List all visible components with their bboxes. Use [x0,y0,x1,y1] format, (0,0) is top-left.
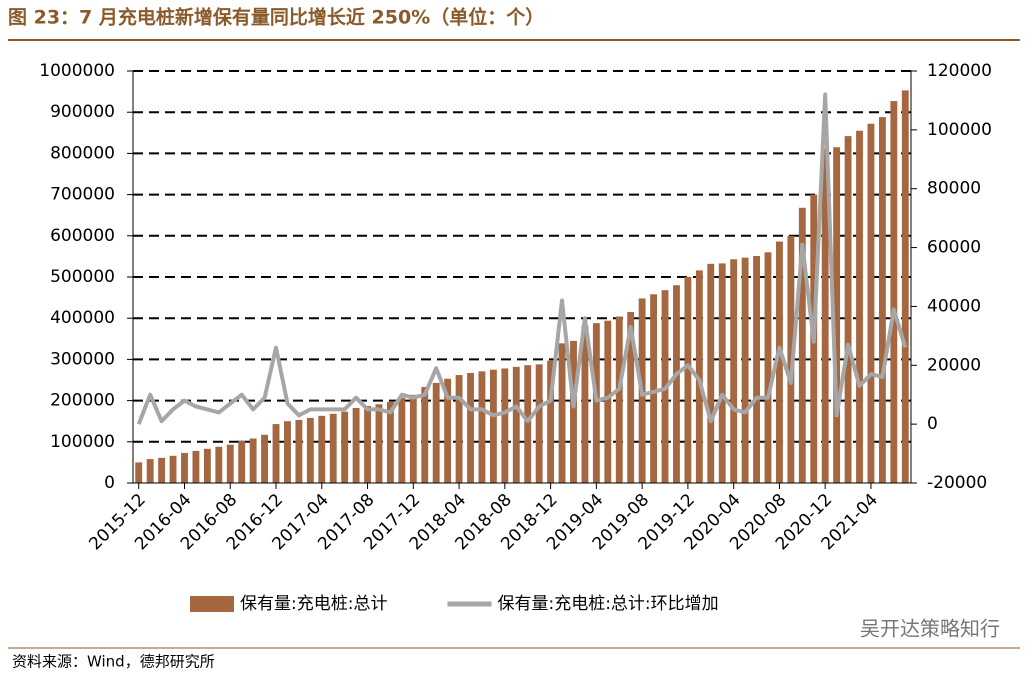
y-tick-label: 200000 [50,391,115,411]
bar [558,343,566,483]
bar [432,382,440,483]
bar [592,323,600,483]
source: 资料来源：Wind，德邦研究所 [12,653,215,671]
bar [444,378,452,483]
bar [524,365,532,483]
line [136,92,908,425]
bar [318,415,326,483]
bar [798,207,806,483]
bar [570,340,577,483]
bar [238,440,246,483]
bar [741,257,749,483]
bar [478,371,486,483]
bar [295,419,303,483]
bar [615,316,623,483]
y2-tick-label: 80000 [927,179,981,199]
bar [284,421,291,483]
bar [261,434,269,483]
bar [730,259,738,483]
y-tick-label: 900000 [50,102,115,122]
y2-tick-label: 100000 [927,120,992,140]
bar [421,387,429,483]
bar [215,446,223,483]
bar [249,438,257,483]
bar [833,147,841,483]
bar [844,136,852,483]
bar [467,372,474,483]
bar [901,90,909,483]
bar [192,450,200,483]
bar [878,117,886,484]
bar [753,255,760,483]
bar [627,312,635,483]
bar [181,452,188,483]
y-tick-label: 1000000 [39,61,115,81]
y-tick-label: 400000 [50,308,115,328]
y2-tick-label: 60000 [927,238,981,258]
bar [695,270,703,483]
legend-label: 保有量:充电桩:总计:环比增加 [497,594,718,614]
y-tick-label: 100000 [50,432,115,452]
bar [650,294,658,483]
bar [455,375,463,483]
y2-tick-label: -20000 [927,473,987,493]
bar [272,424,280,483]
bar [718,263,726,483]
bar [341,411,349,483]
bar [673,285,680,483]
y2-tick-label: 20000 [927,355,981,375]
bar [501,368,509,483]
bar [707,263,715,483]
bar [386,401,394,483]
bar [512,366,520,483]
bar [867,123,875,484]
watermark: 吴开达策略知行 [860,617,1000,641]
bar [226,444,234,483]
bar [890,101,898,484]
y2-tick-label: 0 [927,414,938,434]
y2-tick-label: 120000 [927,61,992,81]
y-tick-label: 0 [104,473,115,493]
bar [158,457,166,483]
y-tick-label: 300000 [50,349,115,369]
chart-title: 图 23：7 月充电桩新增保有量同比增长近 250%（单位：个） [8,6,544,29]
y-tick-label: 700000 [50,185,115,205]
y-tick-label: 600000 [50,226,115,246]
bar [169,455,177,483]
bar [764,252,772,483]
bar [375,404,383,483]
bar [856,130,863,484]
y-tick-label: 800000 [50,143,115,163]
bar [547,360,555,483]
bar [146,459,154,483]
legend-swatch [190,596,234,612]
bar [352,408,360,483]
bar [398,397,406,483]
bar [604,320,612,483]
bar [364,405,371,483]
bar [684,277,692,483]
bar [203,448,211,483]
bar [775,241,783,483]
bar [135,462,143,483]
bar [329,413,337,483]
bar [535,364,543,483]
bar [409,394,417,483]
bar [821,148,829,483]
bar [489,369,497,483]
y-tick-label: 500000 [50,267,115,287]
bar [306,417,314,483]
bar [581,326,589,483]
legend-label: 保有量:充电桩:总计 [240,594,387,614]
y2-tick-label: 40000 [927,296,981,316]
